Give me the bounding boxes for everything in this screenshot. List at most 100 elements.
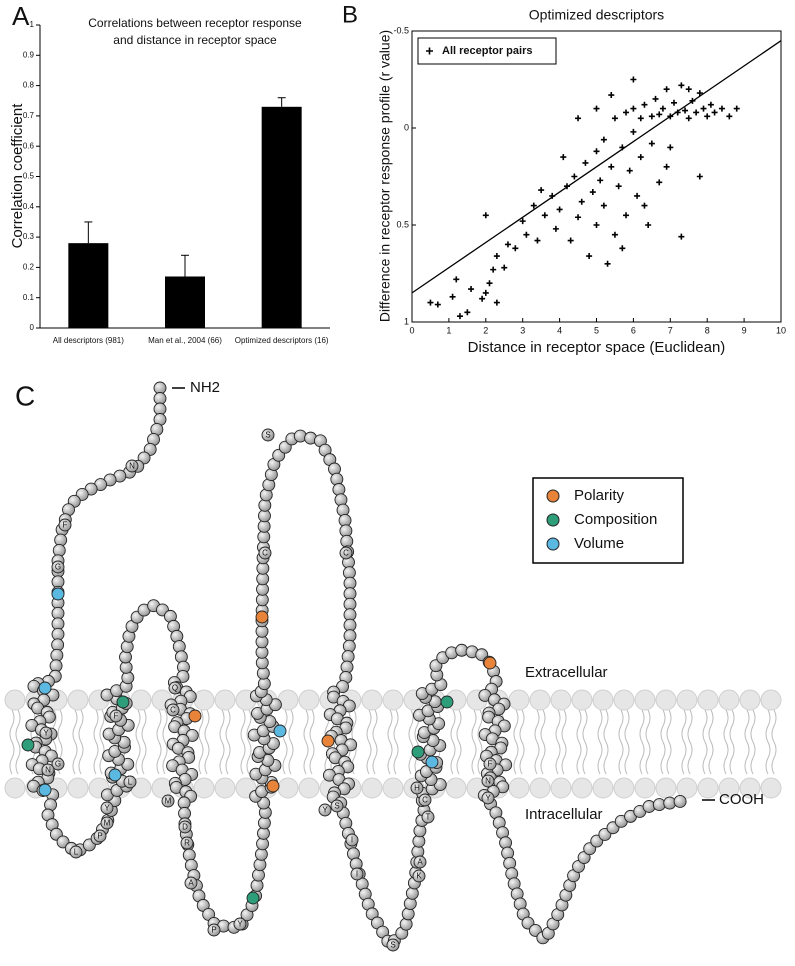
y-tick-label: 0.6	[23, 141, 35, 150]
x-tick-label: Man et al., 2004 (66)	[148, 336, 222, 345]
scatter-point	[493, 253, 500, 260]
scatter-point	[678, 82, 685, 89]
x-tick-label: 4	[557, 325, 562, 335]
panel-label: A	[12, 1, 30, 31]
residue-letter: L	[74, 848, 79, 857]
lipid-head	[655, 777, 677, 799]
residue-letter: A	[417, 858, 423, 867]
x-tick-label: 1	[446, 325, 451, 335]
scatter-point	[427, 299, 434, 306]
lipid-head	[277, 777, 299, 799]
scatter-point	[670, 99, 677, 106]
lipid-head	[760, 777, 782, 799]
y-tick-label: 0	[404, 122, 409, 132]
lipid-tail	[477, 709, 483, 775]
residue-letter: F	[63, 521, 68, 530]
lipid-tail	[639, 709, 645, 775]
x-tick-label: 7	[668, 325, 673, 335]
lipid-head	[298, 777, 320, 799]
lipid-head	[718, 689, 740, 711]
lipid-head	[382, 777, 404, 799]
x-tick-label: Optimized descriptors (16)	[235, 336, 329, 345]
lipid-tail	[372, 709, 378, 775]
legend-box	[417, 37, 557, 65]
lipid-tail	[141, 709, 147, 775]
lipid-tail	[723, 709, 729, 775]
residue-letter: N	[45, 766, 51, 775]
scatter-point	[434, 301, 441, 308]
chart-title: Optimized descriptors	[529, 7, 664, 23]
x-tick-label: All descriptors (981)	[53, 336, 124, 345]
lipid-head	[298, 689, 320, 711]
x-tick-label: 2	[483, 325, 488, 335]
scatter-point	[707, 101, 714, 108]
scatter-point	[468, 286, 475, 293]
scatter-point	[556, 206, 563, 213]
scatter-point	[637, 115, 644, 122]
lipid-head	[529, 777, 551, 799]
lipid-tail	[282, 709, 288, 775]
lipid-head	[697, 689, 719, 711]
y-tick-label: 0.3	[23, 232, 35, 241]
residue-bead	[261, 428, 275, 442]
x-tick-label: 10	[776, 325, 786, 335]
scatter-point	[611, 231, 618, 238]
lipid-tail	[561, 709, 567, 775]
scatter-point	[575, 115, 582, 122]
scatter-point	[696, 90, 703, 97]
scatter-point	[663, 86, 670, 93]
fit-line	[411, 40, 782, 294]
scatter-point	[656, 111, 663, 118]
lipid-head	[571, 777, 593, 799]
residue-letter: P	[97, 832, 102, 841]
scatter-point	[490, 266, 497, 273]
scatter-point	[571, 173, 578, 180]
residue-bead	[483, 757, 497, 771]
scatter-point	[593, 222, 600, 228]
scatter-point	[619, 245, 626, 252]
residue-bead	[481, 791, 495, 805]
lipid-tail	[729, 709, 735, 775]
lipid-head	[4, 777, 26, 799]
residue-letter: M	[165, 797, 172, 806]
residue-letter: S	[334, 802, 339, 811]
residue-bead	[41, 763, 55, 777]
residue-letter: N	[129, 462, 135, 471]
scatter-point	[726, 113, 733, 120]
scatter-point	[519, 218, 526, 225]
highlighted-residue	[321, 734, 335, 748]
lipid-tail	[660, 709, 666, 775]
scatter-point	[493, 299, 500, 306]
residue-letter: C	[262, 549, 268, 558]
lipid-tail	[72, 709, 78, 775]
scatter-point	[604, 260, 611, 267]
lipid-tail	[534, 709, 540, 775]
lipid-head	[4, 689, 26, 711]
lipid-head	[592, 777, 614, 799]
residue-letter: C	[422, 796, 428, 805]
residue-bead	[51, 560, 65, 574]
scatter-point	[700, 105, 707, 112]
scatter-point	[523, 231, 530, 238]
residue-bead	[345, 833, 359, 847]
scatter-point	[637, 154, 644, 161]
residue-bead	[413, 855, 427, 869]
scatter-point	[623, 109, 630, 116]
lipid-tail	[198, 709, 204, 775]
lipid-tail	[99, 709, 105, 775]
lipid-head	[613, 777, 635, 799]
residue-bead	[207, 923, 221, 937]
scatter-point	[659, 105, 666, 112]
bar	[68, 243, 109, 328]
y-tick-label: 1	[30, 20, 35, 29]
highlighted-residue	[116, 695, 130, 709]
scatter-point	[593, 148, 600, 155]
residue-bead	[673, 795, 687, 808]
scatter-point	[696, 173, 703, 180]
y-tick-label: 0	[30, 323, 35, 332]
lipid-tail	[387, 709, 393, 775]
residue-bead	[233, 917, 247, 931]
lipid-head	[592, 689, 614, 711]
lipid-tail	[750, 709, 756, 775]
chart-title: and distance in receptor space	[113, 33, 277, 47]
